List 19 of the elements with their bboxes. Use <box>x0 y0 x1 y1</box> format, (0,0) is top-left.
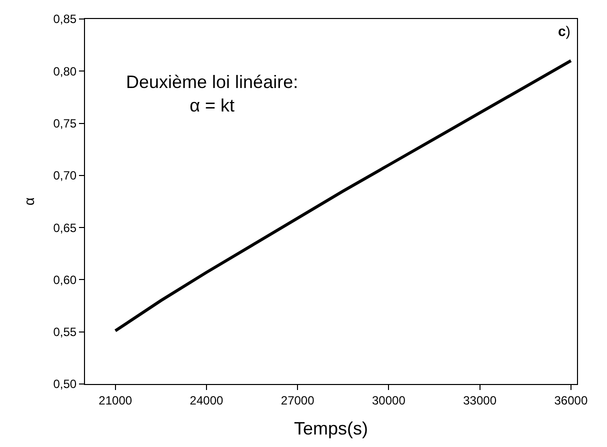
y-tick-label: 0,70 <box>53 168 77 183</box>
annotation: Deuxième loi linéaire: α = kt <box>126 72 298 116</box>
x-tick-label: 21000 <box>98 393 132 408</box>
y-tick-label: 0,60 <box>53 272 77 287</box>
x-tick-label: 33000 <box>463 393 497 408</box>
x-tick-label: 27000 <box>280 393 315 408</box>
x-tick-label: 24000 <box>190 393 224 408</box>
y-tick-label: 0,75 <box>53 116 77 130</box>
y-tick-label: 0,55 <box>53 325 77 340</box>
y-tick-label: 0,65 <box>53 220 77 235</box>
x-tick-label: 36000 <box>554 393 588 408</box>
y-tick-label: 0,85 <box>53 12 77 26</box>
y-axis-title: α <box>20 197 37 206</box>
y-tick-label: 0,80 <box>53 64 77 78</box>
annotation: c) <box>558 23 570 39</box>
line-series <box>114 59 572 332</box>
x-tick-label: 30000 <box>372 393 406 408</box>
x-axis-title: Temps(s) <box>294 418 368 438</box>
y-tick-label: 0,50 <box>53 377 77 392</box>
